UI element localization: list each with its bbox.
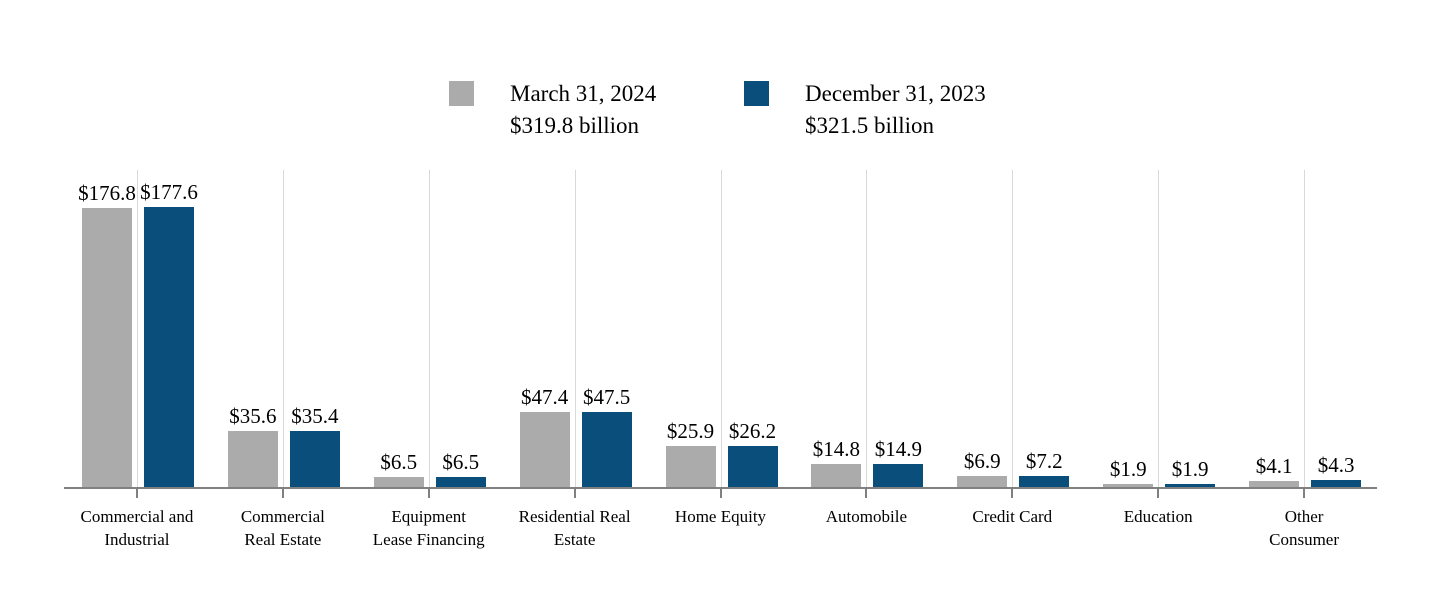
category-group: $4.1 $4.3 Other Consumer bbox=[1231, 170, 1377, 549]
value-label: $47.5 bbox=[582, 385, 631, 410]
axis-tick bbox=[281, 489, 284, 498]
value-label: $6.9 bbox=[963, 449, 1001, 474]
value-label: $176.8 bbox=[78, 181, 136, 206]
bar: $35.6 bbox=[227, 405, 278, 487]
category-gridline bbox=[866, 170, 868, 487]
category-gridline bbox=[1012, 170, 1014, 487]
category-group: $6.5 $6.5 Equipment Lease Financing bbox=[356, 170, 502, 549]
value-label: $4.3 bbox=[1317, 453, 1355, 478]
bar: $6.9 bbox=[957, 450, 1008, 487]
category-label: Residential Real Estate bbox=[518, 507, 631, 549]
category-gridline bbox=[574, 170, 576, 487]
category-label: Automobile bbox=[825, 507, 907, 526]
category-label: Education bbox=[1123, 507, 1193, 526]
category-label: Credit Card bbox=[972, 507, 1053, 526]
legend-total: $321.5 billion bbox=[805, 113, 935, 138]
bar: $47.5 bbox=[581, 386, 632, 487]
bar: $6.5 bbox=[435, 451, 486, 487]
legend-total: $319.8 billion bbox=[510, 113, 640, 138]
category-label: Commercial and Industrial bbox=[80, 507, 194, 549]
category-label: Equipment Lease Financing bbox=[372, 507, 485, 549]
value-label: $7.2 bbox=[1025, 448, 1063, 473]
category-gridline bbox=[1304, 170, 1306, 487]
category-gridline bbox=[282, 170, 284, 487]
category-group: $14.8 $14.9 Automobile bbox=[793, 170, 939, 526]
bar: $1.9 bbox=[1165, 458, 1216, 487]
legend-item-december-2023: December 31, 2023 $321.5 billion bbox=[744, 78, 986, 142]
legend-date: December 31, 2023 bbox=[805, 81, 986, 106]
value-label: $14.9 bbox=[874, 436, 923, 461]
value-label: $47.4 bbox=[521, 385, 569, 410]
axis-tick bbox=[1303, 489, 1306, 498]
bar: $25.9 bbox=[665, 420, 716, 487]
category-gridline bbox=[136, 170, 138, 487]
value-label: $1.9 bbox=[1171, 457, 1209, 482]
category-label: Other Consumer bbox=[1269, 507, 1339, 549]
bar: $14.8 bbox=[811, 438, 862, 487]
bar: $176.8 bbox=[78, 182, 136, 487]
bar: $47.4 bbox=[519, 386, 570, 487]
legend-label-december-2023: December 31, 2023 $321.5 billion bbox=[805, 78, 986, 142]
bar: $6.5 bbox=[373, 451, 424, 487]
category-group: $1.9 $1.9 Education bbox=[1085, 170, 1231, 526]
category-gridline bbox=[1158, 170, 1160, 487]
legend-date: March 31, 2024 bbox=[510, 81, 657, 106]
legend-item-march-2024: March 31, 2024 $319.8 billion bbox=[449, 78, 656, 142]
value-label: $26.2 bbox=[728, 418, 777, 443]
axis-tick bbox=[573, 489, 576, 498]
value-label: $35.6 bbox=[229, 403, 277, 428]
value-label: $14.8 bbox=[812, 436, 861, 461]
bar: $7.2 bbox=[1019, 450, 1070, 487]
legend-label-march-2024: March 31, 2024 $319.8 billion bbox=[510, 78, 656, 142]
axis-tick bbox=[135, 489, 138, 498]
bar: $4.3 bbox=[1311, 454, 1362, 487]
axis-tick bbox=[1011, 489, 1014, 498]
bar: $4.1 bbox=[1249, 455, 1300, 487]
value-label: $35.4 bbox=[291, 404, 339, 429]
bar-groups: $176.8 $177.6 Commercial and Industrial $35… bbox=[64, 170, 1377, 549]
category-group: $25.9 $26.2 Home Equity bbox=[648, 170, 794, 526]
axis-tick bbox=[1157, 489, 1160, 498]
category-group: $6.9 $7.2 Credit Card bbox=[939, 170, 1085, 526]
value-label: $4.1 bbox=[1255, 453, 1293, 478]
value-label: $6.5 bbox=[442, 449, 480, 474]
value-label: $25.9 bbox=[666, 419, 715, 444]
bar: $26.2 bbox=[727, 420, 778, 487]
bar: $14.9 bbox=[873, 438, 924, 487]
legend-swatch-december-2023 bbox=[744, 81, 769, 106]
category-gridline bbox=[720, 170, 722, 487]
axis-tick bbox=[719, 489, 722, 498]
category-group: $176.8 $177.6 Commercial and Industrial bbox=[64, 170, 210, 549]
value-label: $6.5 bbox=[380, 449, 418, 474]
category-label: Home Equity bbox=[674, 507, 767, 526]
category-group: $35.6 $35.4 Commercial Real Estate bbox=[210, 170, 356, 549]
category-gridline bbox=[428, 170, 430, 487]
plot-area: $176.8 $177.6 Commercial and Industrial $35… bbox=[64, 170, 1377, 549]
value-label: $177.6 bbox=[140, 179, 198, 204]
value-label: $1.9 bbox=[1109, 457, 1147, 482]
axis-tick bbox=[865, 489, 868, 498]
category-group: $47.4 $47.5 Residential Real Estate bbox=[502, 170, 648, 549]
category-label: Commercial Real Estate bbox=[240, 507, 325, 549]
bar: $35.4 bbox=[289, 405, 340, 487]
bar: $177.6 bbox=[140, 181, 198, 487]
axis-tick bbox=[427, 489, 430, 498]
bar: $1.9 bbox=[1103, 458, 1154, 487]
legend-swatch-march-2024 bbox=[449, 81, 474, 106]
